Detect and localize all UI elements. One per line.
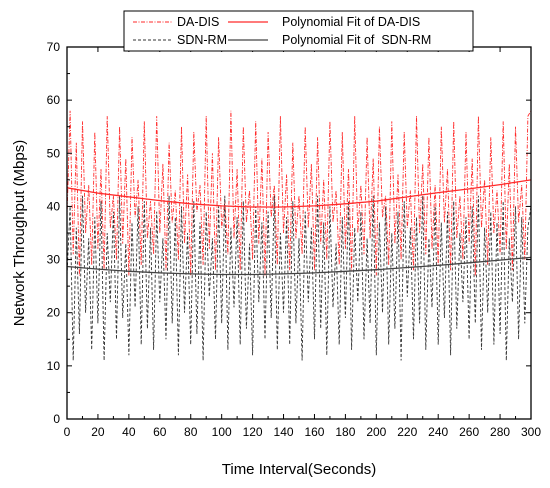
legend-label-da-dis: DA-DIS <box>177 15 219 29</box>
x-tick-label-220: 220 <box>397 425 417 439</box>
x-tick-label-260: 260 <box>459 425 479 439</box>
y-tick-label-20: 20 <box>47 306 61 320</box>
legend-label-fit-da-dis: Polynomial Fit of DA-DIS <box>282 15 420 29</box>
x-tick-label-160: 160 <box>304 425 324 439</box>
x-axis-title: Time Interval(Seconds) <box>222 461 377 478</box>
x-tick-label-280: 280 <box>490 425 510 439</box>
y-tick-label-70: 70 <box>47 40 61 54</box>
series-line-sdn-rm <box>66 195 532 361</box>
x-tick-label-180: 180 <box>335 425 355 439</box>
series-line-polynomial-fit-of-sdn-rm <box>66 256 532 276</box>
legend-box <box>123 10 474 52</box>
y-tick-label-60: 60 <box>47 93 61 107</box>
legend-label-sdn-rm: SDN-RM <box>177 33 227 47</box>
x-tick-label-80: 80 <box>184 425 198 439</box>
y-tick-label-30: 30 <box>47 253 61 267</box>
raw-series-layer <box>66 110 532 361</box>
axis-ticks: 0 20 40 60 80 100 120 140 160 180 200 220 240 260 280 3… <box>47 40 542 439</box>
x-tick-label-120: 120 <box>243 425 263 439</box>
y-tick-label-10: 10 <box>47 359 61 373</box>
plot-frame <box>66 46 532 420</box>
legend-label-fit-sdn-rm: Polynomial Fit of SDN-RM <box>282 33 431 47</box>
x-tick-label-60: 60 <box>153 425 167 439</box>
x-tick-label-40: 40 <box>122 425 136 439</box>
x-tick-label-200: 200 <box>366 425 386 439</box>
series-line-da-dis <box>66 110 532 276</box>
legend: DA-DIS Polynomial Fit of DA-DIS SDN-RM P… <box>123 10 474 52</box>
y-tick-label-0: 0 <box>53 412 60 426</box>
x-tick-label-300: 300 <box>521 425 541 439</box>
fit-series-layer <box>66 179 532 276</box>
y-axis-title: Network Throughput (Mbps) <box>11 140 28 326</box>
x-tick-label-240: 240 <box>428 425 448 439</box>
series-line-polynomial-fit-of-da-dis <box>66 179 532 208</box>
y-tick-label-40: 40 <box>47 199 61 213</box>
x-tick-label-0: 0 <box>64 425 71 439</box>
x-tick-label-20: 20 <box>91 425 105 439</box>
x-tick-label-140: 140 <box>274 425 294 439</box>
y-tick-label-50: 50 <box>47 146 61 160</box>
x-tick-label-100: 100 <box>212 425 232 439</box>
